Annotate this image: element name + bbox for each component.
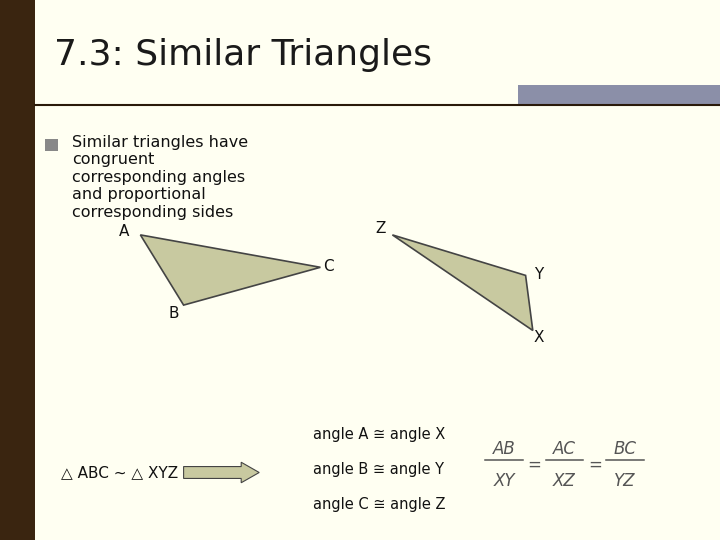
Text: 7.3: Similar Triangles: 7.3: Similar Triangles: [54, 38, 432, 72]
Text: Y: Y: [534, 267, 543, 282]
Text: Z: Z: [375, 221, 385, 236]
Text: XZ: XZ: [553, 472, 576, 490]
Bar: [518, 85, 720, 105]
Text: B: B: [169, 306, 179, 321]
Polygon shape: [392, 235, 533, 330]
Text: △ ABC ~ △ XYZ: △ ABC ~ △ XYZ: [61, 465, 179, 480]
Text: angle B ≅ angle Y: angle B ≅ angle Y: [313, 462, 444, 477]
Text: =: =: [527, 456, 541, 474]
Text: AB: AB: [492, 440, 516, 458]
Text: C: C: [323, 259, 333, 274]
Text: BC: BC: [613, 440, 636, 458]
Text: angle C ≅ angle Z: angle C ≅ angle Z: [313, 497, 446, 512]
Text: AC: AC: [553, 440, 576, 458]
Text: =: =: [588, 456, 602, 474]
Polygon shape: [140, 235, 320, 305]
Text: X: X: [534, 330, 544, 345]
Text: angle A ≅ angle X: angle A ≅ angle X: [313, 427, 446, 442]
Text: A: A: [119, 224, 129, 239]
Bar: [0, 0, 35, 540]
Bar: [45, 139, 58, 151]
FancyArrow shape: [184, 462, 259, 483]
Text: YZ: YZ: [614, 472, 636, 490]
Text: Similar triangles have
congruent
corresponding angles
and proportional
correspon: Similar triangles have congruent corresp…: [72, 135, 248, 220]
Text: XY: XY: [493, 472, 515, 490]
